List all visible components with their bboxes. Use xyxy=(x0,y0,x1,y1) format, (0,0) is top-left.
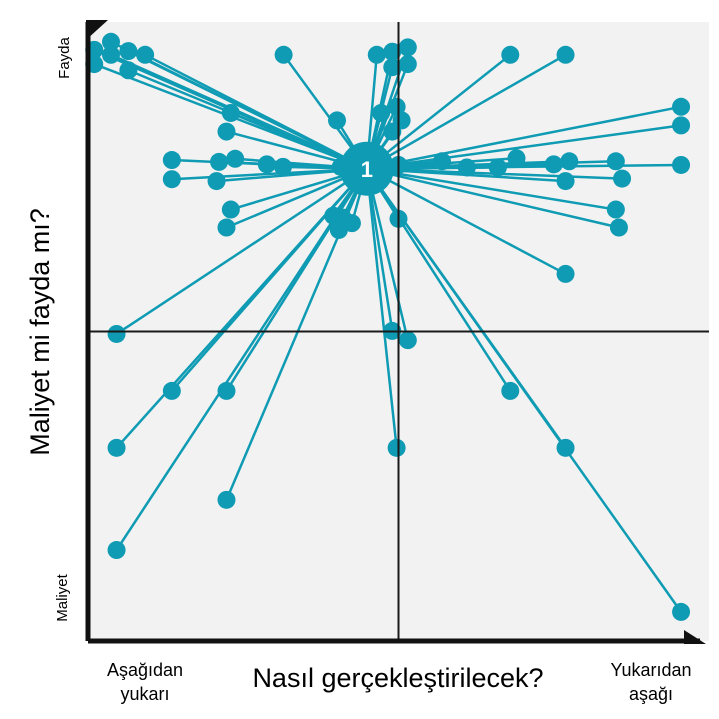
data-point-14 xyxy=(501,45,520,64)
x-axis-low-label-line-2: yukarı xyxy=(120,684,169,704)
data-point-30 xyxy=(162,170,181,189)
data-point-57 xyxy=(162,381,181,400)
data-point-53 xyxy=(556,264,575,283)
data-point-31 xyxy=(207,172,226,191)
link-line-65 xyxy=(365,167,683,613)
data-point-9 xyxy=(367,45,386,64)
x-axis-high-label-line-1: Yukarıdan xyxy=(610,660,691,680)
data-point-34 xyxy=(432,152,451,171)
link-line-64 xyxy=(115,168,368,551)
data-point-59 xyxy=(501,381,520,400)
data-point-5 xyxy=(119,42,138,61)
data-point-49 xyxy=(329,220,348,239)
link-line-15 xyxy=(366,53,567,170)
data-point-36 xyxy=(488,158,507,177)
x-axis-high-label-line-2: aşağı xyxy=(629,684,673,704)
data-point-29 xyxy=(273,157,292,176)
data-point-65 xyxy=(672,602,691,621)
data-point-15 xyxy=(556,45,575,64)
link-line-55 xyxy=(365,168,410,341)
x-axis-low-label-line-1: Aşağıdan xyxy=(107,660,183,680)
data-point-2 xyxy=(101,32,120,51)
data-point-55 xyxy=(398,331,417,350)
data-point-60 xyxy=(107,438,126,457)
hub-label: 1 xyxy=(361,157,373,182)
data-point-39 xyxy=(560,152,579,171)
data-point-22 xyxy=(383,122,402,141)
data-point-42 xyxy=(613,169,632,188)
link-line-61 xyxy=(365,168,398,449)
data-point-40 xyxy=(606,152,625,171)
link-line-43 xyxy=(366,163,682,170)
data-point-37 xyxy=(507,149,526,168)
data-point-24 xyxy=(672,116,691,135)
data-point-13 xyxy=(398,55,417,74)
x-axis-arrow-icon xyxy=(684,630,706,644)
link-line-54 xyxy=(115,167,368,336)
data-point-63 xyxy=(217,490,236,509)
y-axis-low-label: Maliyet xyxy=(54,573,71,621)
data-point-25 xyxy=(162,151,181,170)
data-point-35 xyxy=(457,158,476,177)
data-point-4 xyxy=(101,45,120,64)
data-points xyxy=(85,32,691,621)
link-line-7 xyxy=(144,53,368,170)
hub-node xyxy=(339,141,394,196)
data-point-52 xyxy=(609,218,628,237)
data-point-28 xyxy=(257,155,276,174)
data-point-38 xyxy=(544,155,563,174)
link-line-52 xyxy=(366,167,620,229)
data-point-12 xyxy=(383,58,402,77)
data-point-23 xyxy=(672,97,691,116)
data-point-20 xyxy=(387,97,406,116)
y-axis-high-label: Fayda xyxy=(56,37,73,79)
data-point-8 xyxy=(274,45,293,64)
data-point-58 xyxy=(217,381,236,400)
link-line-24 xyxy=(366,124,682,170)
data-point-61 xyxy=(387,438,406,457)
data-point-7 xyxy=(136,45,155,64)
data-point-16 xyxy=(221,103,240,122)
data-point-51 xyxy=(606,200,625,219)
data-point-54 xyxy=(107,324,126,343)
link-line-51 xyxy=(366,167,617,211)
link-line-53 xyxy=(366,167,567,276)
y-axis-arrow-icon xyxy=(86,20,108,40)
data-point-6 xyxy=(119,61,138,80)
x-axis-label: Nasıl gerçekleştirilecek? xyxy=(252,663,543,693)
data-point-17 xyxy=(217,122,236,141)
data-point-11 xyxy=(398,38,417,57)
link-line-56 xyxy=(365,168,394,332)
data-point-62 xyxy=(556,438,575,457)
data-point-26 xyxy=(210,152,229,171)
data-point-27 xyxy=(226,149,245,168)
link-line-14 xyxy=(366,53,512,170)
data-point-10 xyxy=(383,42,402,61)
link-line-23 xyxy=(366,105,682,170)
data-point-18 xyxy=(328,111,347,130)
data-point-19 xyxy=(372,103,391,122)
data-point-64 xyxy=(107,541,126,560)
data-point-44 xyxy=(221,200,240,219)
data-point-45 xyxy=(217,218,236,237)
data-point-41 xyxy=(556,172,575,191)
link-line-59 xyxy=(365,168,512,392)
y-axis-label: Maliyet mi fayda mı? xyxy=(25,208,55,456)
data-point-43 xyxy=(672,155,691,174)
